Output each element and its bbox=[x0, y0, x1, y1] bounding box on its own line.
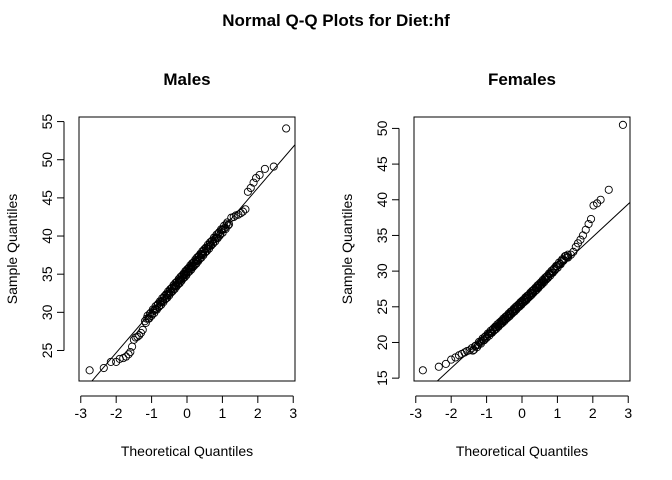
y-tick-label: 35 bbox=[39, 266, 55, 282]
qq-point bbox=[269, 162, 278, 171]
qq-point bbox=[241, 205, 250, 214]
qq-point bbox=[145, 314, 154, 323]
males-x-axis: -3 -2 -1 0 1 2 3 bbox=[75, 395, 297, 421]
x-tick-label: -2 bbox=[445, 405, 458, 421]
qq-point bbox=[618, 120, 627, 129]
qq-point bbox=[465, 346, 474, 355]
qq-point bbox=[489, 326, 498, 335]
females-plot-frame bbox=[413, 116, 631, 382]
qq-point bbox=[212, 230, 221, 239]
qq-point bbox=[563, 250, 572, 259]
y-tick-label: 55 bbox=[39, 114, 55, 130]
qq-point bbox=[234, 210, 243, 219]
x-tick-label: -1 bbox=[480, 405, 493, 421]
females-plot-area bbox=[418, 120, 630, 381]
males-y-axis-label: Sample Quantiles bbox=[4, 194, 20, 305]
qq-point bbox=[249, 178, 258, 187]
y-tick-label: 35 bbox=[374, 227, 390, 243]
x-tick-label: 3 bbox=[289, 405, 297, 421]
y-tick-label: 45 bbox=[39, 190, 55, 206]
x-tick-label: 3 bbox=[624, 405, 632, 421]
qq-point bbox=[106, 357, 115, 366]
y-tick-label: 25 bbox=[39, 342, 55, 358]
y-tick-label: 40 bbox=[374, 192, 390, 208]
y-tick-label: 50 bbox=[374, 120, 390, 136]
females-qq-plot: Females Theoretical Quantiles Sample Qua… bbox=[339, 70, 632, 459]
y-tick-label: 15 bbox=[374, 370, 390, 386]
males-qq-plot: Males Theoretical Quantiles Sample Quant… bbox=[4, 70, 297, 459]
qq-point bbox=[560, 255, 569, 264]
males-panel-title: Males bbox=[163, 70, 210, 89]
qq-point bbox=[124, 350, 133, 359]
qq-point bbox=[604, 185, 613, 194]
qq-point bbox=[122, 352, 131, 361]
females-y-axis-label: Sample Quantiles bbox=[339, 194, 355, 305]
males-plot-area bbox=[85, 124, 295, 381]
qq-point bbox=[434, 362, 443, 371]
x-tick-label: -3 bbox=[410, 405, 423, 421]
x-tick-label: -3 bbox=[75, 405, 88, 421]
qq-point bbox=[260, 164, 269, 173]
females-y-axis: 15 20 25 30 35 40 45 50 bbox=[374, 120, 400, 386]
y-tick-label: 30 bbox=[374, 263, 390, 279]
x-tick-label: -1 bbox=[145, 405, 158, 421]
y-tick-label: 40 bbox=[39, 228, 55, 244]
qq-point bbox=[447, 355, 456, 364]
females-panel-title: Females bbox=[488, 70, 556, 89]
x-tick-label: 1 bbox=[554, 405, 562, 421]
qq-point bbox=[157, 300, 166, 309]
females-x-axis-label: Theoretical Quantiles bbox=[456, 443, 588, 459]
qq-point bbox=[126, 347, 135, 357]
x-tick-label: -2 bbox=[110, 405, 123, 421]
y-tick-label: 50 bbox=[39, 152, 55, 168]
qq-point bbox=[224, 221, 233, 230]
qq-point bbox=[224, 220, 234, 229]
qq-point bbox=[418, 366, 427, 375]
qq-point bbox=[99, 363, 108, 373]
y-tick-label: 30 bbox=[39, 304, 55, 320]
figure-title: Normal Q-Q Plots for Diet:hf bbox=[222, 11, 450, 30]
males-x-axis-label: Theoretical Quantiles bbox=[121, 443, 253, 459]
qq-point bbox=[282, 124, 291, 133]
x-tick-label: 0 bbox=[518, 405, 526, 421]
qq-point bbox=[441, 359, 450, 368]
qq-point bbox=[238, 207, 247, 216]
x-tick-label: 1 bbox=[219, 405, 227, 421]
qq-point bbox=[566, 250, 575, 259]
males-y-axis: 25 30 35 40 45 50 55 bbox=[39, 114, 65, 358]
qq-point bbox=[584, 219, 593, 229]
males-plot-frame bbox=[78, 116, 296, 382]
qq-point bbox=[229, 212, 238, 221]
qq-point bbox=[85, 366, 94, 375]
qq-point bbox=[587, 214, 596, 224]
x-tick-label: 2 bbox=[589, 405, 597, 421]
females-x-axis: -3 -2 -1 0 1 2 3 bbox=[410, 395, 632, 421]
qq-point bbox=[460, 348, 469, 357]
qq-point bbox=[138, 325, 147, 334]
y-tick-label: 20 bbox=[374, 334, 390, 350]
qq-point bbox=[576, 235, 585, 244]
x-tick-label: 0 bbox=[183, 405, 191, 421]
x-tick-label: 2 bbox=[254, 405, 262, 421]
y-tick-label: 45 bbox=[374, 156, 390, 172]
y-tick-label: 25 bbox=[374, 299, 390, 315]
qq-point bbox=[213, 234, 222, 243]
qq-point bbox=[255, 170, 264, 180]
qq-point bbox=[561, 251, 570, 260]
qq-point bbox=[596, 195, 605, 204]
qq-point bbox=[216, 229, 225, 239]
